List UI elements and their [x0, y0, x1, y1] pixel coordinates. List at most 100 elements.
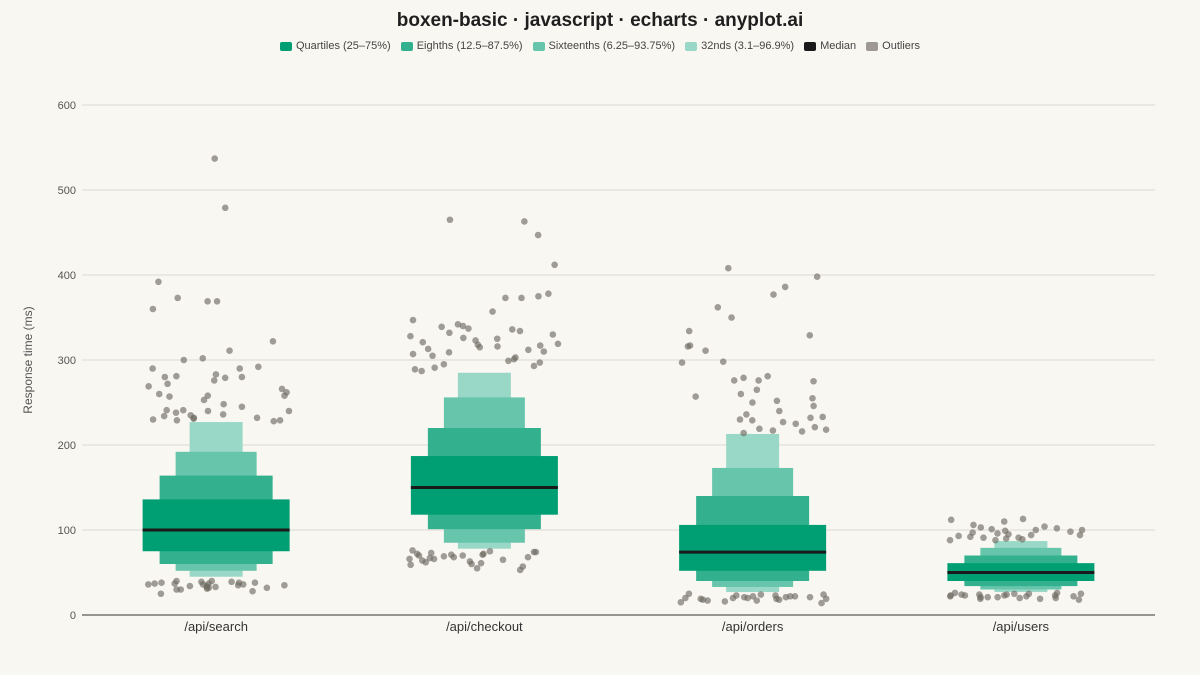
outlier-point	[775, 596, 783, 603]
outlier-point	[460, 334, 467, 342]
outlier-point	[719, 358, 727, 366]
chart-title: boxen-basic · javascript · echarts · any…	[396, 10, 804, 31]
outlier-point	[173, 586, 180, 593]
outlier-point	[1016, 594, 1023, 602]
outlier-point	[532, 548, 540, 556]
outlier-point	[285, 407, 293, 415]
outlier-point	[994, 593, 1001, 601]
outlier-point	[1067, 528, 1074, 535]
outlier-point	[992, 536, 999, 544]
legend-item-eighths[interactable]: Eighths (12.5–87.5%)	[400, 40, 523, 52]
outlier-point	[219, 411, 227, 418]
outlier-point	[534, 231, 542, 239]
outlier-point	[1076, 531, 1084, 539]
outlier-point	[238, 403, 246, 411]
outlier-point	[446, 329, 453, 337]
outlier-point	[459, 552, 467, 559]
legend-item-sixteenths[interactable]: Sixteenths (6.25–93.75%)	[532, 40, 675, 52]
outlier-point	[502, 294, 509, 302]
legend-swatch-32nds	[685, 41, 698, 51]
outlier-point	[677, 598, 685, 606]
outlier-point	[770, 291, 777, 298]
outlier-point	[465, 325, 472, 332]
outlier-point	[549, 331, 557, 338]
outlier-point	[792, 420, 800, 428]
outlier-point	[171, 580, 179, 587]
outlier-point	[239, 581, 247, 588]
outlier-point	[493, 335, 501, 343]
outlier-point	[748, 417, 756, 424]
outlier-point	[516, 327, 524, 335]
outlier-point	[791, 593, 799, 600]
outlier-point	[213, 298, 221, 305]
outlier-point	[818, 599, 825, 607]
boxen-level-quartiles	[679, 524, 827, 571]
outlier-point	[530, 362, 538, 370]
outlier-point	[200, 396, 208, 404]
y-tick-label: 200	[58, 440, 76, 452]
outlier-point	[810, 402, 817, 410]
outlier-point	[440, 360, 448, 368]
outlier-point	[809, 394, 816, 402]
outlier-point	[278, 385, 286, 393]
outlier-point	[779, 418, 787, 426]
outlier-point	[1002, 535, 1010, 542]
outlier-point	[459, 322, 467, 330]
outlier-point	[1023, 593, 1030, 600]
outlier-point	[255, 363, 262, 371]
outlier-point	[270, 417, 278, 425]
boxen-level-quartiles	[142, 499, 290, 552]
outlier-point	[753, 597, 761, 604]
outlier-point	[166, 393, 173, 400]
outlier-point	[740, 429, 747, 437]
legend-item-32nds[interactable]: 32nds (3.1–96.9%)	[685, 40, 794, 52]
outlier-point	[145, 383, 152, 390]
x-category-label: /api/search	[184, 619, 248, 634]
outlier-point	[160, 412, 168, 420]
outlier-point	[149, 416, 157, 423]
outlier-point	[508, 326, 516, 333]
outlier-point	[174, 294, 182, 302]
y-tick-label: 600	[58, 100, 76, 112]
outlier-point	[798, 428, 806, 435]
outlier-point	[454, 321, 462, 328]
outlier-point	[551, 261, 558, 269]
x-category-label: /api/users	[993, 619, 1050, 634]
outlier-point	[947, 516, 955, 524]
outlier-point	[682, 594, 689, 602]
outlier-point	[1077, 590, 1085, 598]
outlier-point	[702, 347, 709, 354]
outlier-point	[430, 555, 438, 563]
outlier-point	[281, 581, 288, 589]
x-category-label: /api/orders	[722, 619, 784, 634]
outlier-point	[221, 204, 229, 212]
outlier-point	[446, 216, 454, 224]
outlier-point	[212, 371, 220, 378]
outlier-point	[431, 364, 438, 371]
legend-item-outliers[interactable]: Outliers	[866, 40, 920, 52]
outlier-point	[281, 392, 288, 400]
outlier-point	[477, 559, 485, 567]
outlier-point	[173, 372, 180, 380]
outlier-point	[427, 549, 435, 557]
outlier-point	[190, 415, 197, 422]
boxen-level-quartiles	[410, 456, 558, 515]
legend-swatch-quartiles	[279, 41, 292, 51]
legend-label-quartiles: Quartiles (25–75%)	[295, 40, 391, 52]
outlier-point	[276, 417, 284, 424]
legend-item-quartiles[interactable]: Quartiles (25–75%)	[279, 40, 391, 52]
outlier-point	[505, 357, 512, 365]
outlier-point	[524, 553, 532, 561]
outlier-point	[536, 342, 544, 349]
outlier-point	[221, 374, 229, 382]
outlier-point	[946, 593, 954, 600]
outlier-point	[753, 386, 761, 394]
outlier-point	[757, 591, 765, 598]
outlier-point	[1075, 596, 1083, 603]
outlier-point	[173, 417, 181, 424]
outlier-point	[730, 377, 738, 384]
outlier-point	[186, 582, 194, 590]
legend-item-median[interactable]: Median	[804, 40, 856, 52]
outlier-point	[1000, 518, 1008, 525]
